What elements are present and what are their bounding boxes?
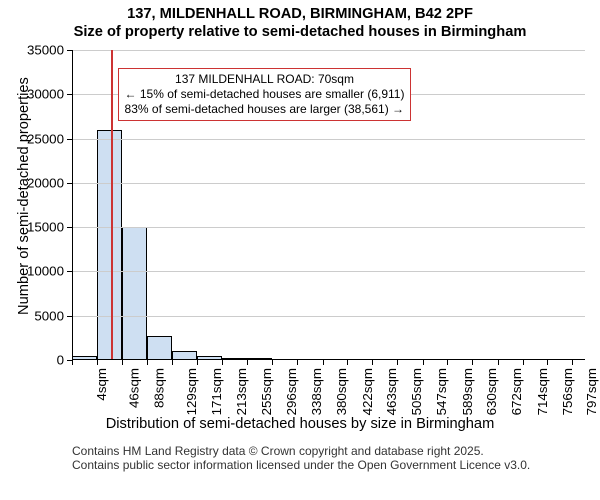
y-tick-label: 35000 (24, 43, 64, 58)
annotation-line1: 137 MILDENHALL ROAD: 70sqm (125, 72, 405, 87)
chart-title-line1: 137, MILDENHALL ROAD, BIRMINGHAM, B42 2P… (0, 6, 600, 22)
gridline (72, 316, 585, 317)
x-tick-label: 296sqm (284, 368, 299, 415)
y-tick-label: 15000 (24, 220, 64, 235)
footer: Contains HM Land Registry data © Crown c… (72, 444, 600, 472)
gridline (72, 227, 585, 228)
x-axis-label: Distribution of semi-detached houses by … (0, 416, 600, 432)
x-tick-label: 589sqm (460, 368, 475, 415)
annotation-line2: ← 15% of semi-detached houses are smalle… (125, 87, 405, 102)
annotation-line3: 83% of semi-detached houses are larger (… (125, 102, 405, 117)
chart-title-line2: Size of property relative to semi-detach… (0, 24, 600, 40)
x-tick-label: 505sqm (409, 368, 424, 415)
footer-line1: Contains HM Land Registry data © Crown c… (72, 444, 600, 458)
y-axis-label: Number of semi-detached properties (16, 77, 32, 315)
y-tick-label: 0 (24, 353, 64, 368)
x-tick-label: 630sqm (484, 368, 499, 415)
gridline (72, 271, 585, 272)
x-tick-label: 171sqm (209, 368, 224, 415)
annotation-box: 137 MILDENHALL ROAD: 70sqm ← 15% of semi… (118, 68, 412, 121)
x-tick-label: 46sqm (127, 368, 142, 408)
x-tick-label: 4sqm (94, 368, 109, 401)
x-tick-label: 797sqm (584, 368, 599, 415)
x-tick-label: 380sqm (334, 368, 349, 415)
property-marker-line (111, 50, 113, 360)
y-tick-label: 25000 (24, 131, 64, 146)
histogram-bar (122, 227, 147, 360)
gridline (72, 139, 585, 140)
x-tick-label: 463sqm (384, 368, 399, 415)
x-axis-line (72, 359, 585, 360)
x-tick-label: 547sqm (434, 368, 449, 415)
x-tick-label: 714sqm (534, 368, 549, 415)
footer-line2: Contains public sector information licen… (72, 458, 600, 472)
y-tick-label: 5000 (24, 308, 64, 323)
y-axis-line (72, 50, 73, 360)
x-tick-label: 88sqm (152, 368, 167, 408)
x-tick-label: 422sqm (359, 368, 374, 415)
x-tick-label: 338sqm (309, 368, 324, 415)
x-tick-label: 213sqm (234, 368, 249, 415)
gridline (72, 183, 585, 184)
y-tick-label: 20000 (24, 175, 64, 190)
x-tick-label: 756sqm (560, 368, 575, 415)
x-tick-label: 255sqm (259, 368, 274, 415)
x-tick-label: 129sqm (184, 368, 199, 415)
y-tick-label: 30000 (24, 87, 64, 102)
plot-area: 137 MILDENHALL ROAD: 70sqm ← 15% of semi… (72, 50, 585, 360)
gridline (72, 50, 585, 51)
y-tick-label: 10000 (24, 264, 64, 279)
histogram-bar (147, 336, 172, 360)
x-tick-label: 672sqm (509, 368, 524, 415)
